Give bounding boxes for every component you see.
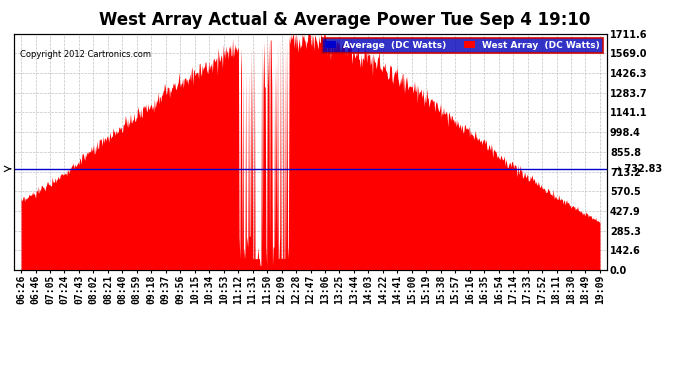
Text: Copyright 2012 Cartronics.com: Copyright 2012 Cartronics.com <box>20 50 150 59</box>
Text: → 732.83: → 732.83 <box>613 164 662 174</box>
Legend: Average  (DC Watts), West Array  (DC Watts): Average (DC Watts), West Array (DC Watts… <box>322 38 602 53</box>
Text: 732.83: 732.83 <box>0 150 2 188</box>
Text: West Array Actual & Average Power Tue Sep 4 19:10: West Array Actual & Average Power Tue Se… <box>99 11 591 29</box>
